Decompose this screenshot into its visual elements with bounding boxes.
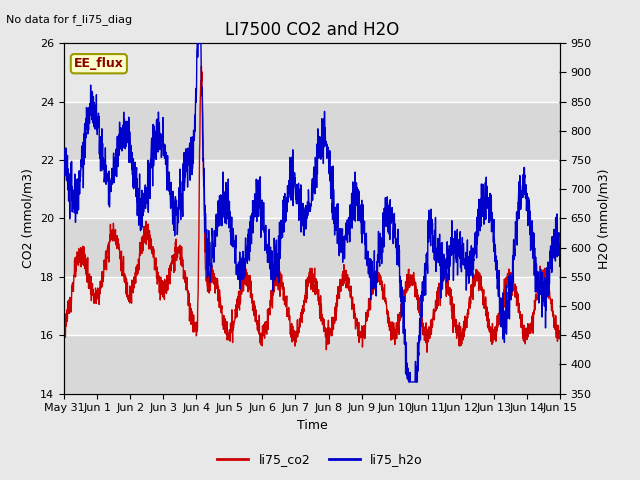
Bar [64,277,560,335]
Bar [64,160,560,218]
Y-axis label: CO2 (mmol/m3): CO2 (mmol/m3) [22,168,35,268]
Y-axis label: H2O (mmol/m3): H2O (mmol/m3) [597,168,610,269]
Bar [64,218,560,277]
Title: LI7500 CO2 and H2O: LI7500 CO2 and H2O [225,21,399,39]
Bar [64,102,560,160]
Text: No data for f_li75_diag: No data for f_li75_diag [6,14,132,25]
Bar [64,43,560,102]
Legend: li75_co2, li75_h2o: li75_co2, li75_h2o [212,448,428,471]
X-axis label: Time: Time [296,419,328,432]
Text: EE_flux: EE_flux [74,57,124,70]
Bar [64,335,560,394]
